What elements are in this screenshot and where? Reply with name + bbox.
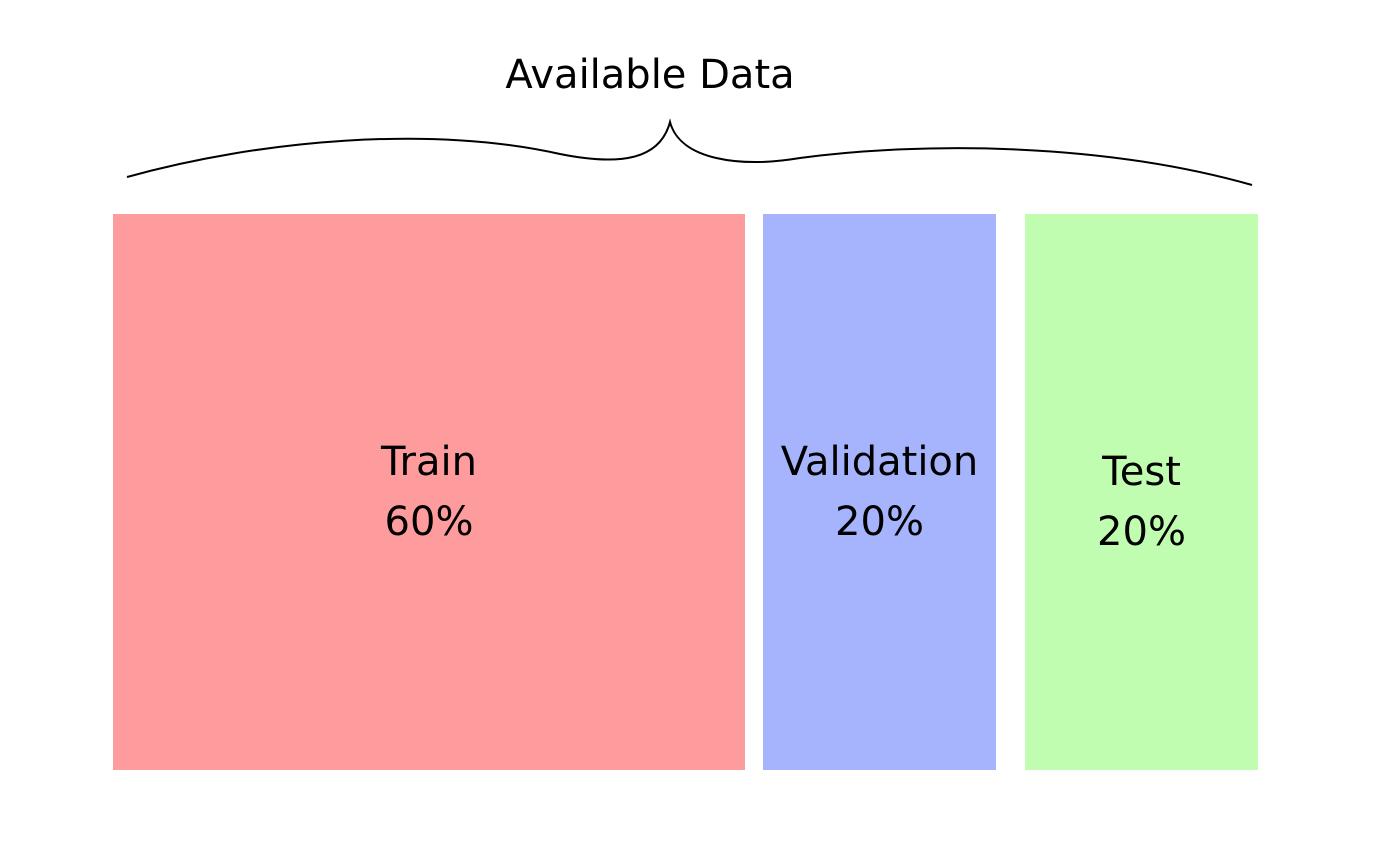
test-percent: 20% <box>1097 509 1186 555</box>
train-block: Train 60% <box>113 214 745 770</box>
test-label: Test <box>1102 449 1181 495</box>
diagram-title: Available Data <box>0 50 1300 100</box>
title-text: Available Data <box>505 52 795 98</box>
validation-label: Validation <box>780 439 979 485</box>
test-block: Test 20% <box>1025 214 1258 770</box>
train-percent: 60% <box>384 499 474 545</box>
validation-percent: 20% <box>835 499 924 545</box>
train-label: Train <box>381 439 477 485</box>
validation-block: Validation 20% <box>763 214 996 770</box>
